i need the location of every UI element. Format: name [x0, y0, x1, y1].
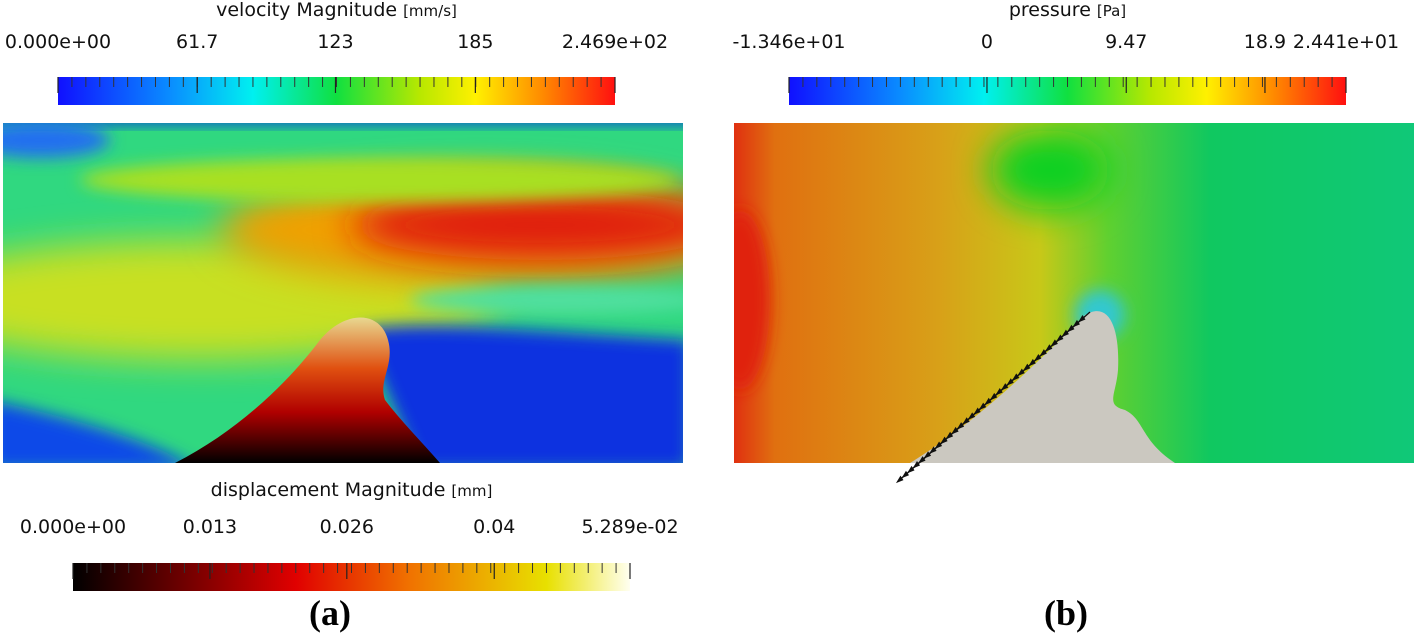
tick-label: 0.000e+00	[20, 516, 126, 538]
colorbar-title: velocity Magnitude [mm/s]	[216, 0, 457, 21]
solid-displacement	[175, 317, 440, 463]
arrow-head	[895, 475, 904, 484]
tick-label: 0.04	[473, 516, 515, 538]
colorbar-title: displacement Magnitude [mm]	[211, 479, 493, 501]
velocity-field	[3, 123, 683, 463]
pressure-field	[734, 123, 1414, 463]
tick-label: 0.000e+00	[5, 31, 111, 53]
tick-label: 5.289e-02	[581, 516, 678, 538]
tick-label: 9.47	[1105, 31, 1147, 53]
colorbar-unit: [mm/s]	[403, 2, 457, 20]
colorbar-title-text: displacement Magnitude	[211, 479, 446, 501]
colorbar-title-text: pressure	[1009, 0, 1091, 21]
force-arrows	[895, 311, 1091, 484]
colorbar-unit: [Pa]	[1097, 2, 1126, 20]
tick-label: 2.469e+02	[562, 31, 668, 53]
colorbar-unit: [mm]	[451, 482, 492, 500]
panel-label: (a)	[309, 593, 351, 633]
tick-label: 18.9	[1244, 31, 1286, 53]
colorbar-title: pressure [Pa]	[1009, 0, 1126, 21]
tick-label: 61.7	[176, 31, 218, 53]
tick-label: 123	[317, 31, 353, 53]
tick-label: 2.441e+01	[1293, 31, 1399, 53]
tick-label: 0.026	[320, 516, 374, 538]
tick-label: 0	[981, 31, 993, 53]
tick-label: 0.013	[183, 516, 237, 538]
solid	[910, 311, 1175, 463]
tick-label: -1.346e+01	[732, 31, 845, 53]
tick-label: 185	[457, 31, 493, 53]
colorbar-title-text: velocity Magnitude	[216, 0, 397, 21]
panel-label: (b)	[1044, 593, 1088, 633]
